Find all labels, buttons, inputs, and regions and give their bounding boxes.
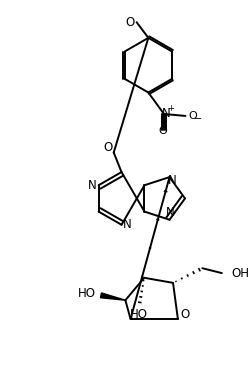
Text: −: − <box>194 114 202 124</box>
Text: N: N <box>88 179 97 192</box>
Text: N: N <box>166 206 175 220</box>
Text: +: + <box>167 104 174 113</box>
Text: O: O <box>125 16 134 29</box>
Text: O: O <box>188 111 197 121</box>
Text: HO: HO <box>130 308 148 321</box>
Text: HO: HO <box>78 287 96 300</box>
Polygon shape <box>101 293 125 300</box>
Text: OH: OH <box>232 267 249 280</box>
Text: N: N <box>168 174 177 186</box>
Text: O: O <box>159 126 167 136</box>
Text: N: N <box>162 106 170 119</box>
Text: O: O <box>180 308 189 321</box>
Text: N: N <box>123 218 132 231</box>
Text: O: O <box>103 141 112 154</box>
